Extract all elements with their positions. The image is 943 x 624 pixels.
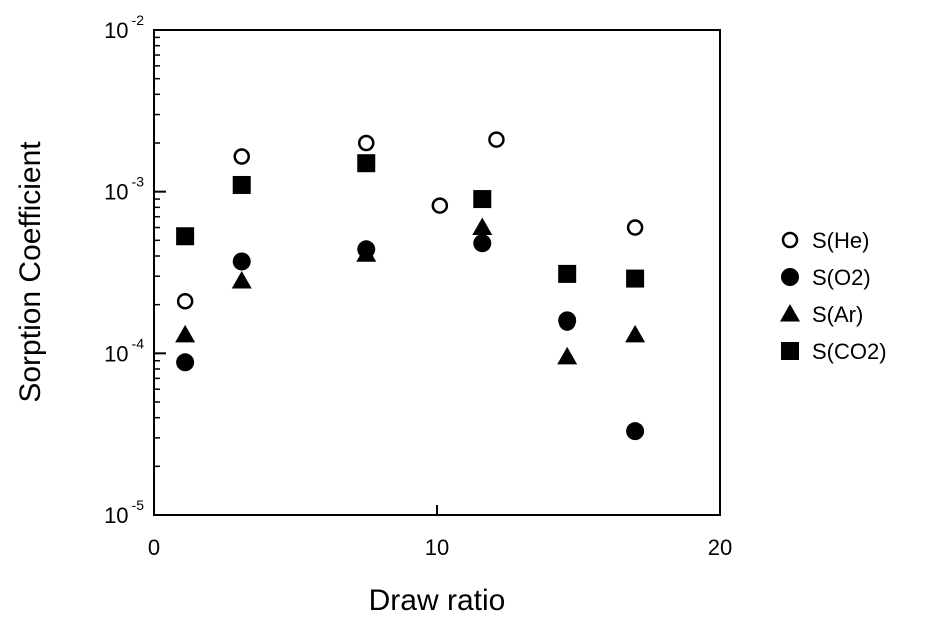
- y-axis-title: Sorption Coefficient: [14, 141, 47, 403]
- legend-marker-open-circle: [781, 231, 799, 249]
- data-point-filled-triangle: [625, 324, 646, 343]
- legend-label: S(O2): [812, 265, 871, 290]
- data-point-filled-circle: [626, 422, 645, 441]
- data-point-open-circle: [626, 219, 644, 236]
- data-point-filled-triangle: [472, 217, 493, 236]
- data-points: [175, 131, 646, 441]
- data-point-filled-triangle: [557, 346, 578, 365]
- data-point-filled-square: [357, 154, 376, 173]
- x-tick-label: 0: [148, 535, 160, 560]
- legend: S(He) S(O2) S(Ar) S(CO2): [780, 228, 887, 364]
- data-point-filled-square: [558, 264, 577, 283]
- x-tick-label: 20: [708, 535, 732, 560]
- data-point-open-circle: [431, 197, 449, 214]
- legend-label: S(Ar): [812, 302, 863, 327]
- data-point-filled-circle: [558, 311, 577, 330]
- data-point-filled-square: [473, 190, 492, 209]
- legend-label: S(He): [812, 228, 869, 253]
- y-tick-label: 10 -3: [104, 174, 144, 205]
- y-tick-label: 10 -5: [104, 497, 144, 528]
- x-tick-label: 10: [425, 535, 449, 560]
- data-point-filled-square: [176, 227, 195, 246]
- data-point-filled-circle: [473, 234, 492, 253]
- y-tick-label: 10 -2: [104, 12, 144, 43]
- data-point-filled-triangle: [175, 324, 196, 343]
- data-point-filled-triangle: [231, 271, 252, 289]
- legend-marker-filled-triangle: [780, 304, 800, 322]
- data-point-filled-circle: [232, 252, 251, 271]
- data-point-open-circle: [176, 292, 194, 310]
- legend-label: S(CO2): [812, 339, 887, 364]
- legend-marker-filled-circle: [781, 268, 799, 286]
- data-point-filled-circle: [176, 353, 195, 372]
- data-point-filled-triangle: [356, 244, 377, 262]
- data-point-filled-square: [626, 269, 645, 288]
- data-point-open-circle: [358, 134, 375, 152]
- x-axis-title: Draw ratio: [369, 584, 506, 617]
- data-point-open-circle: [488, 131, 505, 148]
- x-axis: 0 10 20: [148, 505, 732, 560]
- data-point-open-circle: [233, 148, 250, 165]
- y-axis: 10-5 10-4 10-3 10-2: [104, 12, 166, 528]
- y-tick-label: 10 -4: [104, 335, 144, 366]
- legend-marker-filled-square: [781, 342, 799, 360]
- data-point-filled-square: [232, 175, 251, 194]
